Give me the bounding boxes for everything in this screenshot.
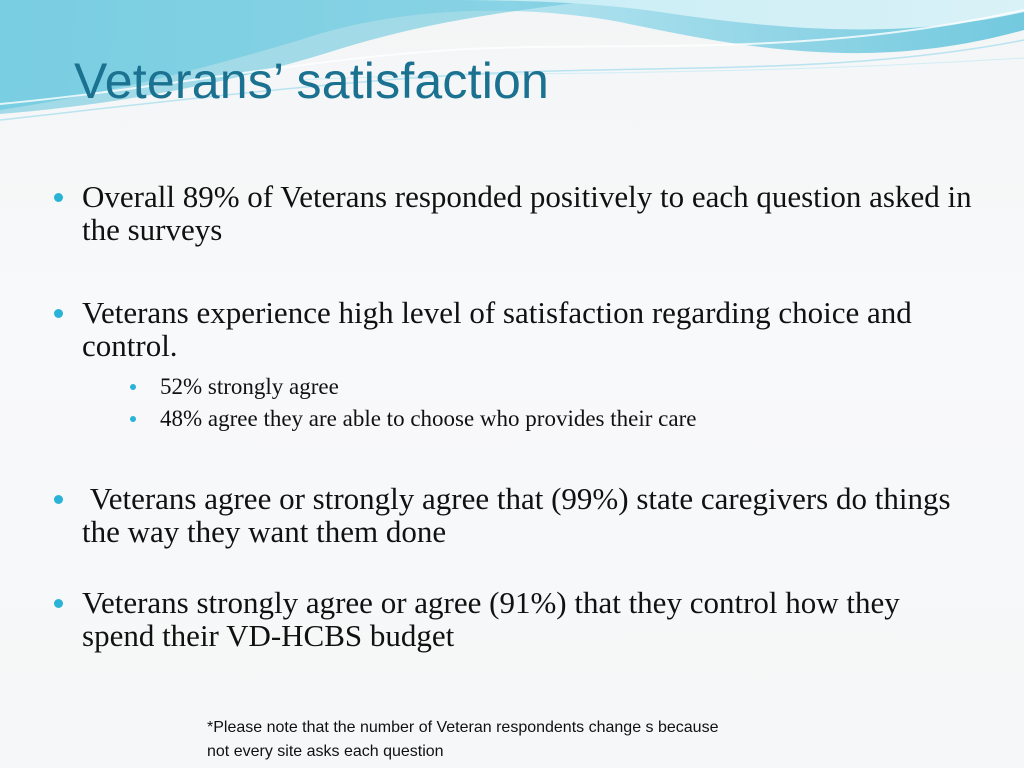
bullet-dot-icon xyxy=(54,599,63,608)
footnote: *Please note that the number of Veteran … xyxy=(207,716,807,764)
sub-bullet-text: 48% agree they are able to choose who pr… xyxy=(160,406,697,431)
slide-title: Veterans’ satisfaction xyxy=(74,53,550,109)
sub-bullet-dot-icon xyxy=(130,416,136,422)
bullet-item: Veterans strongly agree or agree (91%) t… xyxy=(52,586,972,652)
bullet-text: Veterans agree or strongly agree that (9… xyxy=(82,481,959,549)
sub-bullet-list: 52% strongly agree 48% agree they are ab… xyxy=(52,371,972,435)
bullet-text: Overall 89% of Veterans responded positi… xyxy=(82,179,972,247)
footnote-line: *Please note that the number of Veteran … xyxy=(207,719,719,736)
sub-bullet-text: 52% strongly agree xyxy=(160,374,339,399)
bullet-item: Veterans agree or strongly agree that (9… xyxy=(52,482,972,548)
bullet-item: Veterans experience high level of satisf… xyxy=(52,296,972,362)
bullet-dot-icon xyxy=(54,193,63,202)
bullet-item: Overall 89% of Veterans responded positi… xyxy=(52,180,972,246)
sub-bullet-dot-icon xyxy=(130,384,136,390)
bullet-text: Veterans strongly agree or agree (91%) t… xyxy=(82,585,900,653)
bullet-dot-icon xyxy=(54,309,63,318)
sub-bullet-item: 48% agree they are able to choose who pr… xyxy=(130,403,972,435)
sub-bullet-item: 52% strongly agree xyxy=(130,371,972,403)
footnote-line: not every site asks each question xyxy=(207,743,444,760)
decorative-wave-header xyxy=(0,0,1024,121)
bullet-dot-icon xyxy=(54,495,63,504)
bullet-text: Veterans experience high level of satisf… xyxy=(82,295,912,363)
bullet-list: Overall 89% of Veterans responded positi… xyxy=(52,180,972,652)
